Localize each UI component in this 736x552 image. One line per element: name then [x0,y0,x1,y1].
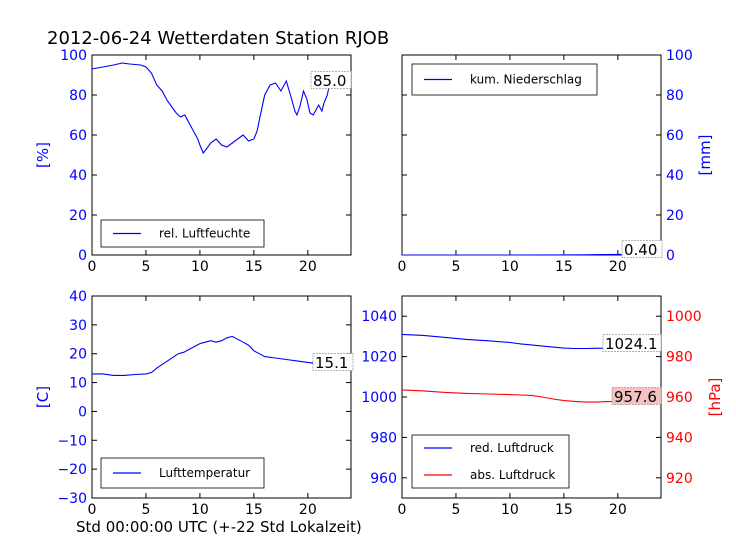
y-tick-label-left: 980 [370,430,397,446]
figure-title: 2012-06-24 Wetterdaten Station RJOB [47,28,389,49]
y-tick-label-left: 960 [370,471,397,487]
value-annotation: 1024.1 [605,335,658,353]
y-tick-label-left: 1020 [361,350,397,366]
x-tick-label: 10 [501,502,519,518]
x-tick-label: 15 [245,259,263,275]
y-tick-label: 40 [666,168,684,184]
y-tick-label: 20 [69,347,87,363]
y-tick-label-right: 960 [666,390,693,406]
y-tick-label: 100 [60,48,87,64]
x-tick-label: 0 [88,502,97,518]
y-tick-label: 20 [69,208,87,224]
legend-label: Lufttemperatur [159,466,250,480]
value-annotation: 85.0 [313,72,346,90]
x-tick-label: 5 [451,259,460,275]
value-annotation-box [602,334,662,352]
y-tick-label: 60 [69,128,87,144]
x-tick-label: 20 [299,259,317,275]
series-line [92,335,352,376]
y-tick-label-left: 1000 [361,390,397,406]
y-tick-label: 80 [69,88,87,104]
x-tick-label: 20 [609,502,627,518]
legend-label: abs. Luftdruck [470,468,555,482]
value-annotation-box [621,240,663,258]
chart-precipitation: 0 5 10 15 20 0 20 40 60 80 100 [mm] kum. Niederschla… [398,48,714,275]
y-tick-label: 40 [69,289,87,305]
value-annotation-box [611,387,662,405]
y-tick-label: 20 [666,208,684,224]
x-tick-label: 15 [555,502,573,518]
y-axis-label: [%] [34,142,52,168]
y-axis-label: [mm] [696,135,714,176]
value-annotation-box [310,71,352,89]
y-tick-label: 100 [666,48,693,64]
y-tick-label-right: 940 [666,430,693,446]
y-tick-label: 0 [78,248,87,264]
y-tick-label: −30 [57,491,87,507]
y-axis-label: [hPa] [706,378,724,417]
y-tick-label: 0 [78,404,87,420]
legend-label: red. Luftdruck [470,441,554,455]
y-tick-label: 0 [666,248,675,264]
chart-humidity: 0 5 10 15 20 0 20 40 60 80 100 [%] rel. Luftfeuchte 8… [34,48,352,275]
y-tick-label-right: 1000 [666,309,702,325]
x-tick-label: 5 [451,502,460,518]
y-tick-label-left: 1040 [361,309,397,325]
value-annotation: 0.40 [624,241,657,259]
value-annotation: 957.6 [614,388,657,406]
legend-label: rel. Luftfeuchte [159,227,250,241]
x-tick-label: 0 [398,259,407,275]
legend-box [411,434,570,489]
y-tick-label: 40 [69,168,87,184]
chart-pressure: 0 5 10 15 20 960 980 1000 1020 1040 920 940 960 980 10… [361,295,724,518]
x-tick-label: 10 [191,502,209,518]
x-tick-label: 20 [609,259,627,275]
series-line [91,62,345,155]
value-annotation: 15.1 [315,354,348,372]
y-tick-label: 80 [666,88,684,104]
x-tick-label: 10 [501,259,519,275]
x-tick-label: 0 [88,259,97,275]
y-axis-label: [C] [34,386,52,408]
value-annotation-box [312,353,354,371]
x-tick-label: 5 [141,502,150,518]
plot-frame [91,54,352,256]
x-tick-label: 5 [141,259,150,275]
y-tick-label: −20 [57,462,87,478]
plot-frame [91,295,352,499]
x-tick-label: 15 [555,259,573,275]
x-tick-label: 10 [191,259,209,275]
y-tick-label-right: 980 [666,350,693,366]
y-tick-label: 10 [69,376,87,392]
y-tick-label: 60 [666,128,684,144]
x-axis-label: Std 00:00:00 UTC (+-22 Std Lokalzeit) [76,518,362,536]
chart-temperature: 0 5 10 15 20 −30 −20 −10 0 10 20 30 40 [C] Lufttempera… [34,289,354,518]
y-tick-label: 30 [69,318,87,334]
y-tick-label-right: 920 [666,471,693,487]
legend-label: kum. Niederschlag [470,73,582,87]
x-tick-label: 0 [398,502,407,518]
x-tick-label: 15 [245,502,263,518]
y-tick-label: −10 [57,433,87,449]
x-tick-label: 20 [299,502,317,518]
